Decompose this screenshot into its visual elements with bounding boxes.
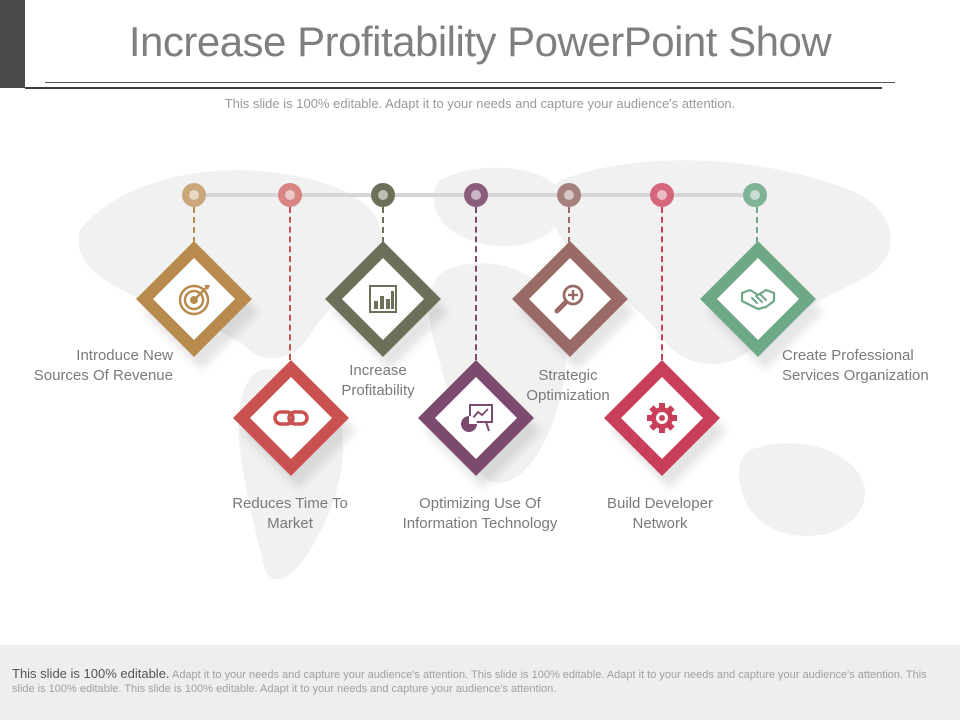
presentation-board-icon bbox=[461, 404, 493, 432]
label-build-developer-network: Build Developer Network bbox=[607, 495, 713, 532]
slide-subtitle: This slide is 100% editable. Adapt it to… bbox=[224, 96, 736, 111]
footer-body: Adapt it to your needs and capture your … bbox=[12, 669, 927, 695]
timeline-node-5 bbox=[557, 183, 581, 207]
diamond-card-1 bbox=[136, 241, 259, 370]
gear-icon bbox=[647, 403, 677, 433]
connector-7 bbox=[756, 207, 758, 243]
connector-5 bbox=[568, 207, 570, 243]
slide-title: Increase Profitability PowerPoint Show bbox=[128, 18, 832, 65]
label-strategic-optimization: Strategic Optimization bbox=[526, 367, 610, 404]
footer-lead: This slide is 100% editable. bbox=[12, 666, 170, 681]
label-increase-profitability: Increase Profitability bbox=[341, 362, 415, 399]
connector-6 bbox=[661, 207, 663, 360]
timeline-node-1 bbox=[182, 183, 206, 207]
handshake-icon bbox=[740, 288, 776, 311]
label-optimizing-it: Optimizing Use Of Information Technology bbox=[402, 495, 558, 532]
footer-panel: This slide is 100% editable. Adapt it to… bbox=[0, 645, 960, 720]
connector-3 bbox=[382, 207, 384, 243]
diamond-card-6 bbox=[604, 360, 727, 489]
connector-2 bbox=[289, 207, 291, 360]
timeline-node-7 bbox=[743, 183, 767, 207]
diamond-card-3 bbox=[325, 241, 448, 370]
footer-text: This slide is 100% editable. Adapt it to… bbox=[12, 667, 947, 696]
connector-1 bbox=[193, 207, 195, 243]
diamond-card-7 bbox=[700, 241, 823, 370]
diamond-card-5 bbox=[512, 241, 635, 370]
timeline-node-4 bbox=[464, 183, 488, 207]
title-divider-bold bbox=[25, 87, 882, 89]
timeline-node-3 bbox=[371, 183, 395, 207]
label-reduces-time: Reduces Time To Market bbox=[232, 495, 348, 532]
corner-tab bbox=[0, 0, 25, 88]
label-introduce-new-sources: Introduce New Sources Of Revenue bbox=[33, 347, 173, 384]
title-divider bbox=[45, 82, 895, 83]
timeline-node-2 bbox=[278, 183, 302, 207]
target-icon bbox=[178, 284, 210, 316]
chain-link-icon bbox=[273, 410, 309, 426]
label-create-professional-services: Create Professional Services Organization bbox=[782, 347, 929, 384]
diamond-card-4 bbox=[418, 360, 541, 489]
timeline-node-6 bbox=[650, 183, 674, 207]
bar-chart-icon bbox=[369, 285, 397, 313]
connector-4 bbox=[475, 207, 477, 360]
diamond-card-2 bbox=[233, 360, 356, 489]
magnifier-plus-icon bbox=[554, 284, 584, 314]
